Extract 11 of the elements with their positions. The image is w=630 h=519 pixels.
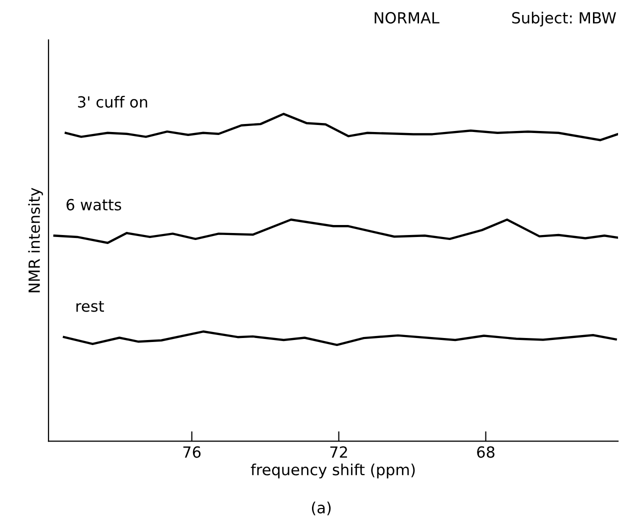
x-tick-label: 76 bbox=[183, 446, 201, 458]
series-label: 3' cuff on bbox=[78, 96, 148, 108]
series-label: 6 watts bbox=[66, 198, 122, 210]
chart-subtitle: Subject: MBW bbox=[512, 12, 616, 27]
x-axis-title: frequency shift (ppm) bbox=[250, 464, 415, 478]
series-label: rest bbox=[76, 300, 104, 312]
x-tick-label: 72 bbox=[330, 446, 347, 458]
y-axis-title: NMR intensity bbox=[28, 188, 43, 292]
text: (a) bbox=[312, 502, 331, 516]
x-tick-label: 68 bbox=[477, 446, 494, 458]
chart-title: NORMAL bbox=[374, 12, 440, 24]
